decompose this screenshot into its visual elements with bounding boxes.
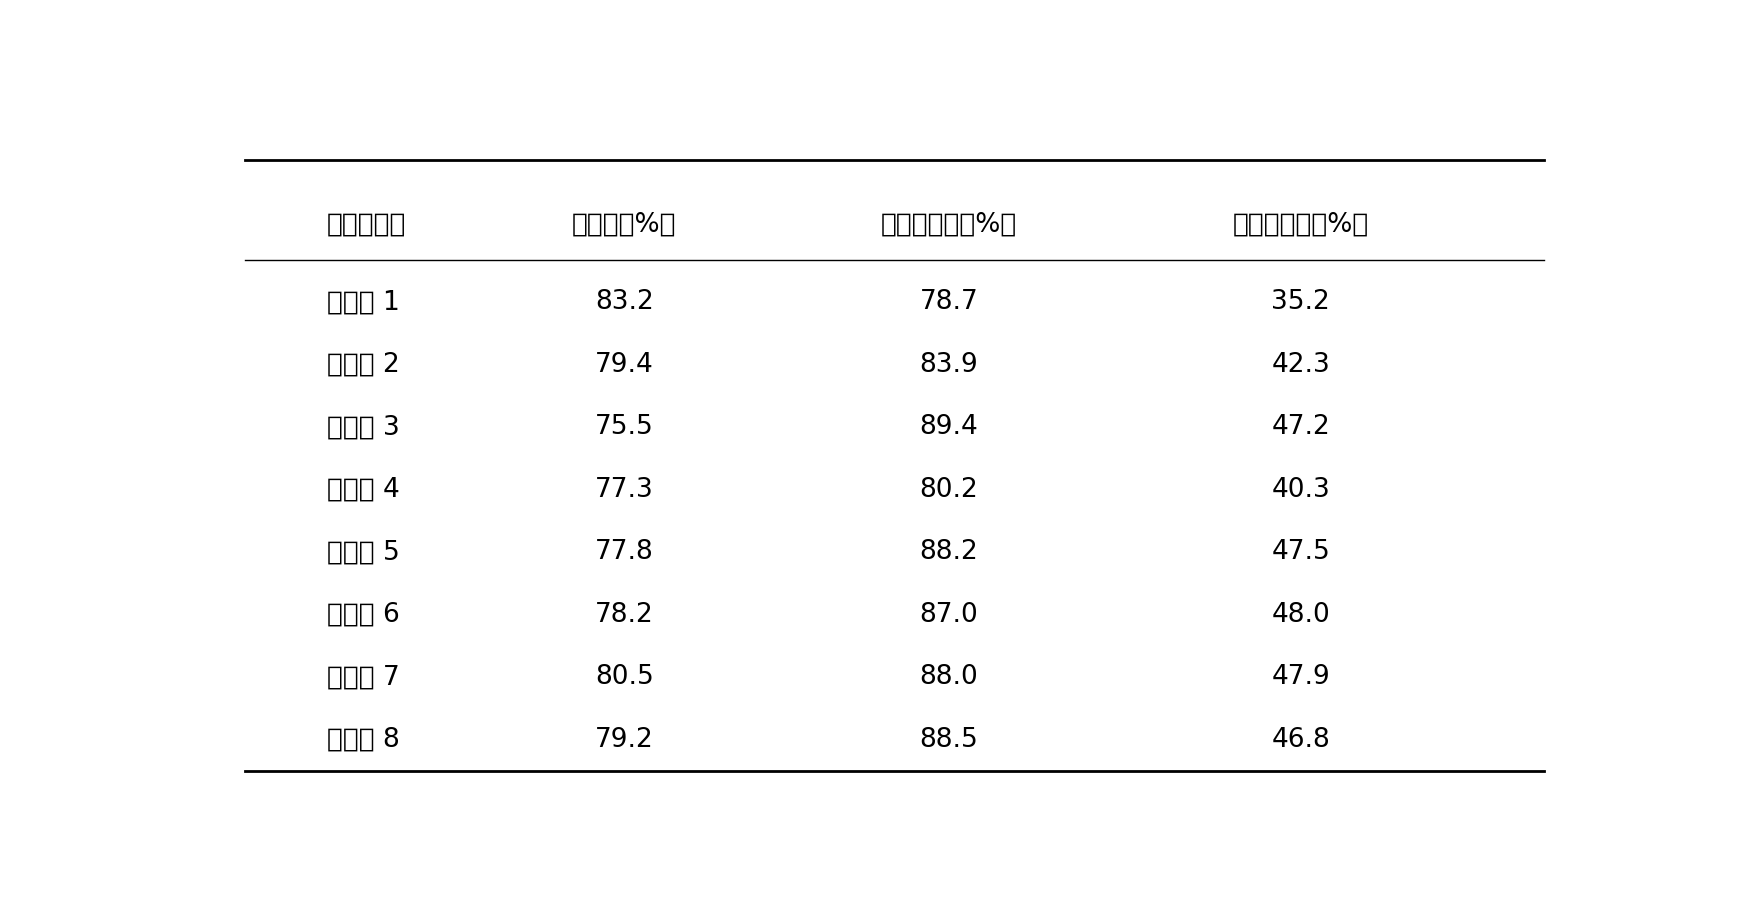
Text: 83.2: 83.2 xyxy=(595,290,653,315)
Text: 柴油选择性（%）: 柴油选择性（%） xyxy=(880,211,1018,237)
Text: 80.2: 80.2 xyxy=(920,477,978,502)
Text: 77.3: 77.3 xyxy=(595,477,653,502)
Text: 实施例编号: 实施例编号 xyxy=(327,211,405,237)
Text: 实施例 1: 实施例 1 xyxy=(327,290,400,315)
Text: 35.2: 35.2 xyxy=(1271,290,1330,315)
Text: 47.9: 47.9 xyxy=(1271,664,1330,691)
Text: 47.2: 47.2 xyxy=(1271,414,1330,441)
Text: 87.0: 87.0 xyxy=(920,602,978,628)
Text: 89.4: 89.4 xyxy=(920,414,978,441)
Text: 88.0: 88.0 xyxy=(920,664,978,691)
Text: 实施例 6: 实施例 6 xyxy=(327,602,400,628)
Text: 48.0: 48.0 xyxy=(1271,602,1330,628)
Text: 42.3: 42.3 xyxy=(1271,352,1330,378)
Text: 46.8: 46.8 xyxy=(1271,727,1330,752)
Text: 79.4: 79.4 xyxy=(595,352,653,378)
Text: 异构选择性（%）: 异构选择性（%） xyxy=(1233,211,1369,237)
Text: 裂解率（%）: 裂解率（%） xyxy=(573,211,676,237)
Text: 实施例 5: 实施例 5 xyxy=(327,539,400,565)
Text: 77.8: 77.8 xyxy=(595,539,653,565)
Text: 80.5: 80.5 xyxy=(595,664,653,691)
Text: 实施例 4: 实施例 4 xyxy=(327,477,400,502)
Text: 88.2: 88.2 xyxy=(920,539,978,565)
Text: 79.2: 79.2 xyxy=(595,727,653,752)
Text: 实施例 7: 实施例 7 xyxy=(327,664,400,691)
Text: 75.5: 75.5 xyxy=(595,414,653,441)
Text: 88.5: 88.5 xyxy=(920,727,978,752)
Text: 78.2: 78.2 xyxy=(595,602,653,628)
Text: 实施例 8: 实施例 8 xyxy=(327,727,400,752)
Text: 实施例 2: 实施例 2 xyxy=(327,352,400,378)
Text: 83.9: 83.9 xyxy=(920,352,978,378)
Text: 47.5: 47.5 xyxy=(1271,539,1330,565)
Text: 实施例 3: 实施例 3 xyxy=(327,414,400,441)
Text: 40.3: 40.3 xyxy=(1271,477,1330,502)
Text: 78.7: 78.7 xyxy=(920,290,978,315)
